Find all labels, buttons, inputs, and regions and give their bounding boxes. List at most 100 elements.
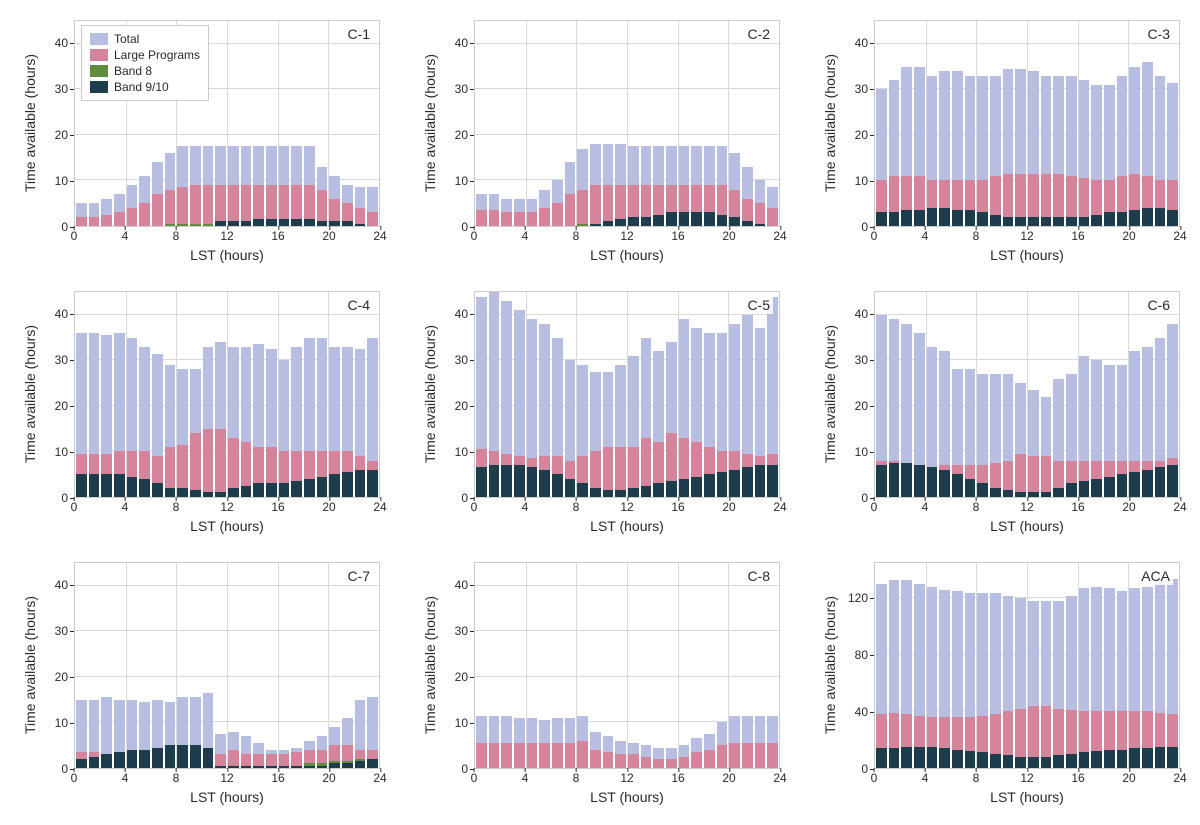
band910-bar: [876, 212, 887, 226]
band910-bar: [228, 766, 239, 768]
panel-label: C-7: [344, 567, 373, 585]
band910-bar: [367, 759, 378, 768]
band910-bar: [603, 221, 614, 226]
band910-bar: [177, 745, 188, 768]
large-programs-bar: [603, 752, 614, 768]
large-programs-bar: [767, 208, 778, 226]
band910-bar: [165, 488, 176, 497]
panel-grid: Time available (hours)010203040C-1TotalL…: [20, 20, 1180, 805]
band910-bar: [1053, 755, 1064, 768]
panel-label: C-8: [744, 567, 773, 585]
band910-bar: [939, 208, 950, 226]
ylabel: Time available (hours): [20, 20, 40, 227]
band910-bar: [641, 486, 652, 497]
panel-c-7: Time available (hours)010203040C-7048121…: [20, 562, 380, 805]
band910-bar: [679, 212, 690, 226]
y-axis: 010203040: [840, 291, 874, 498]
large-programs-bar: [139, 203, 150, 226]
band910-bar: [114, 474, 125, 497]
x-axis: 04812162024LST (hours): [74, 769, 380, 805]
band910-bar: [641, 217, 652, 226]
band910-bar: [1028, 492, 1039, 497]
ylabel: Time available (hours): [20, 291, 40, 498]
band910-bar: [1155, 747, 1166, 768]
large-programs-bar: [501, 212, 512, 226]
band910-bar: [1041, 757, 1052, 768]
large-programs-bar: [755, 203, 766, 226]
ylabel: Time available (hours): [420, 291, 440, 498]
panel-label: C-4: [344, 296, 373, 314]
large-programs-bar: [476, 210, 487, 226]
legend-label: Total: [114, 32, 139, 46]
band910-bar: [1003, 755, 1014, 768]
panel-c-8: Time available (hours)010203040C-8048121…: [420, 562, 780, 805]
band910-bar: [1066, 483, 1077, 497]
band910-bar: [304, 219, 315, 226]
band910-bar: [279, 766, 290, 768]
y-axis: 010203040: [440, 291, 474, 498]
xlabel: LST (hours): [990, 789, 1064, 805]
large-programs-bar: [755, 743, 766, 768]
band910-bar: [76, 759, 87, 768]
band910-bar: [527, 467, 538, 497]
panel-label: C-3: [1144, 25, 1173, 43]
band910-bar: [927, 208, 938, 226]
band910-bar: [253, 219, 264, 226]
band910-bar: [1129, 472, 1140, 497]
band910-bar: [889, 463, 900, 497]
band910-bar: [329, 763, 340, 768]
large-programs-bar: [1028, 456, 1039, 497]
band910-bar: [127, 750, 138, 768]
band910-bar: [266, 219, 277, 226]
band910-bar: [1066, 754, 1077, 768]
band910-bar: [514, 465, 525, 497]
band910-bar: [1142, 208, 1153, 226]
band8-bar: [203, 224, 214, 226]
panel-label: C-5: [744, 296, 773, 314]
band910-bar: [489, 465, 500, 497]
band910-bar: [241, 486, 252, 497]
band910-bar: [1091, 751, 1102, 768]
plot-area: ACA: [874, 562, 1180, 769]
panel-c-4: Time available (hours)010203040C-4048121…: [20, 291, 380, 534]
xlabel: LST (hours): [190, 789, 264, 805]
band910-bar: [628, 217, 639, 226]
band910-bar: [653, 215, 664, 226]
legend-label: Large Programs: [114, 48, 200, 62]
large-programs-bar: [590, 750, 601, 768]
band910-bar: [977, 483, 988, 497]
band910-bar: [342, 763, 353, 768]
band910-bar: [901, 747, 912, 768]
plot-area: C-8: [474, 562, 780, 769]
band910-bar: [876, 465, 887, 497]
band910-bar: [152, 748, 163, 769]
band910-bar: [241, 221, 252, 226]
large-programs-bar: [76, 217, 87, 226]
band910-bar: [355, 470, 366, 497]
band910-bar: [165, 745, 176, 768]
band910-bar: [1155, 467, 1166, 497]
large-programs-bar: [127, 208, 138, 226]
band910-bar: [717, 215, 728, 226]
band910-bar: [355, 761, 366, 768]
band910-bar: [876, 748, 887, 768]
xlabel: LST (hours): [590, 518, 664, 534]
band910-bar: [355, 224, 366, 226]
panel-c-6: Time available (hours)010203040C-6048121…: [820, 291, 1180, 534]
band910-bar: [1167, 747, 1178, 768]
ylabel: Time available (hours): [820, 562, 840, 769]
band910-bar: [679, 479, 690, 497]
large-programs-bar: [691, 752, 702, 768]
band910-bar: [291, 219, 302, 226]
band8-bar: [165, 224, 176, 226]
large-programs-bar: [501, 743, 512, 768]
band910-bar: [253, 483, 264, 497]
band910-bar: [539, 470, 550, 497]
large-programs-bar: [190, 433, 201, 497]
large-programs-bar: [367, 212, 378, 226]
band910-bar: [729, 470, 740, 497]
band910-bar: [501, 465, 512, 497]
band910-bar: [952, 210, 963, 226]
large-programs-bar: [653, 759, 664, 768]
panel-label: C-6: [1144, 296, 1173, 314]
